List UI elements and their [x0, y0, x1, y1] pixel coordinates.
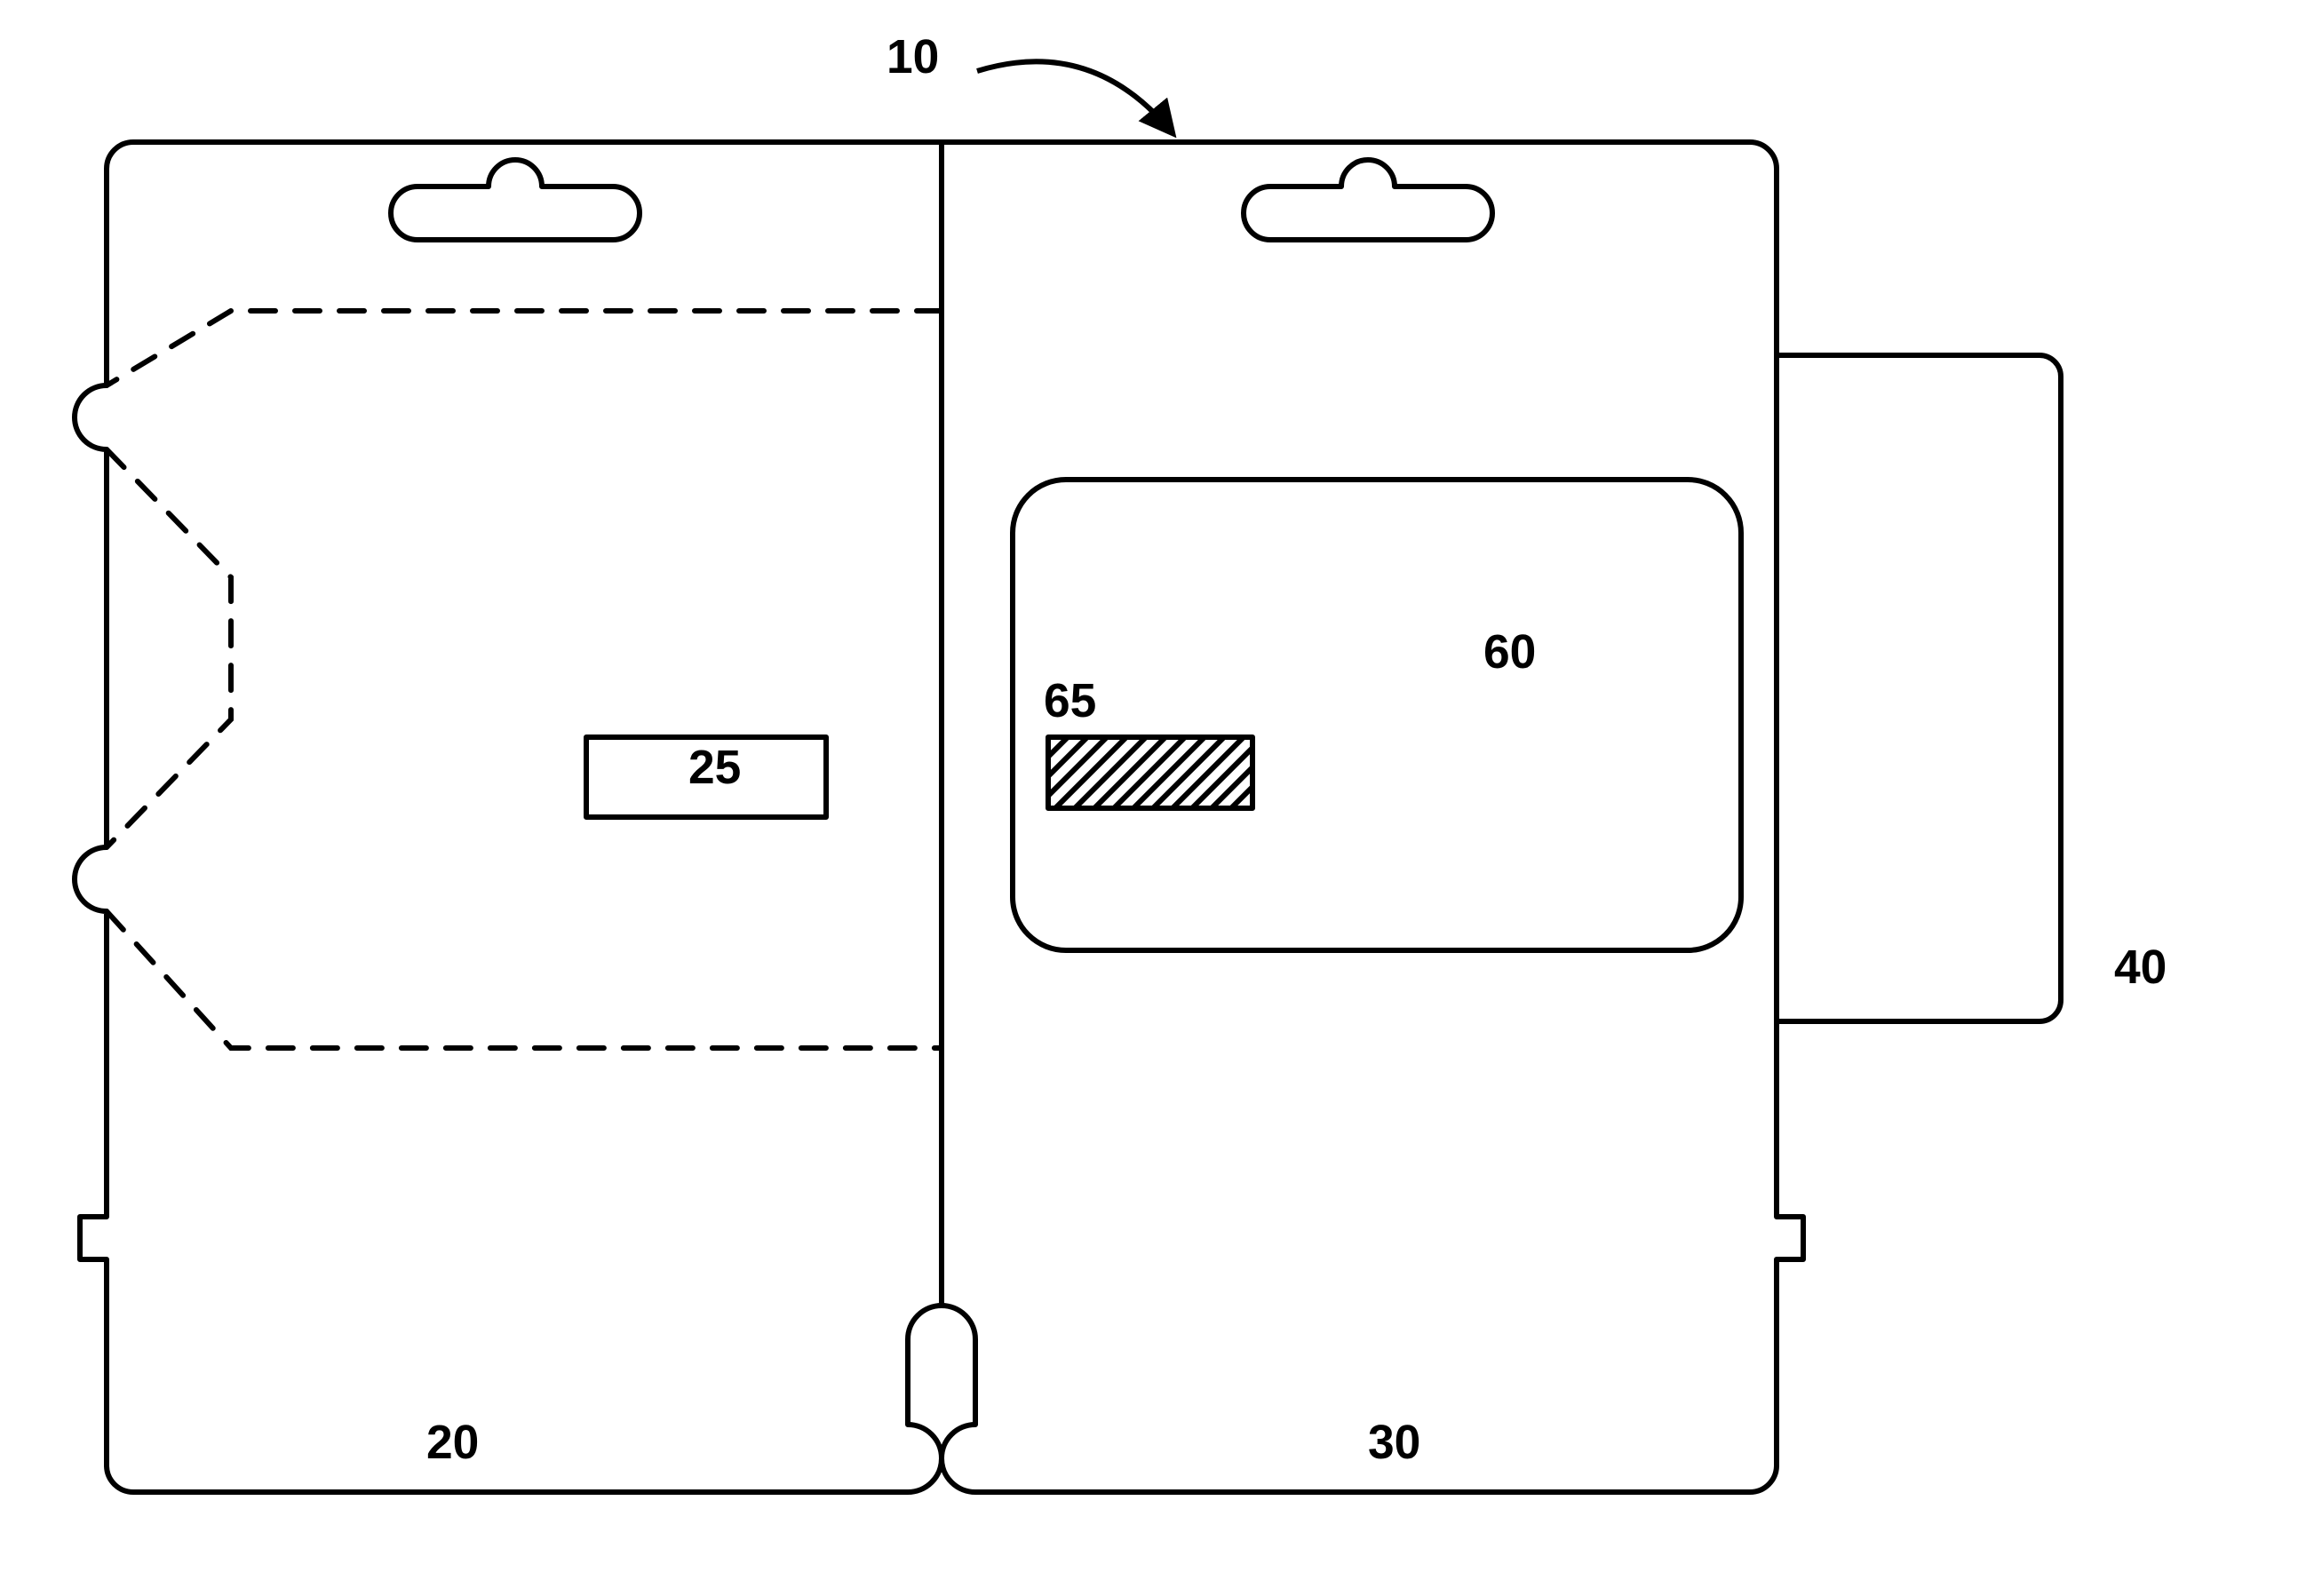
- label-40: 40: [2114, 941, 2167, 995]
- figure-canvas: 10 20 30 40 60 65 25: [0, 0, 2298, 1596]
- label-30: 30: [1368, 1416, 1420, 1470]
- card-60: [1013, 480, 1741, 950]
- label-10: 10: [887, 30, 939, 84]
- hanger-slot-right: [1244, 160, 1492, 240]
- reference-arrow-10: [977, 61, 1173, 133]
- pocket-dashed-outline: [107, 311, 942, 1048]
- hatch-lines: [977, 737, 1380, 808]
- carrier-outline: [75, 142, 2061, 1492]
- label-65: 65: [1044, 674, 1096, 728]
- label-20: 20: [426, 1416, 479, 1470]
- hanger-slot-left: [391, 160, 640, 240]
- patent-figure-svg: [0, 0, 2298, 1596]
- label-25: 25: [688, 741, 741, 795]
- label-60: 60: [1483, 625, 1536, 679]
